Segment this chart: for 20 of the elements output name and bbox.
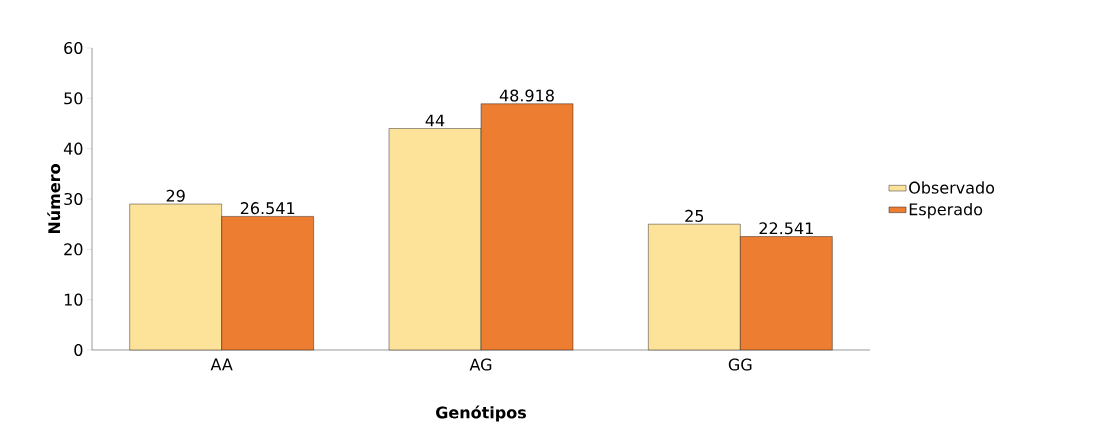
y-tick-label: 50 <box>64 92 83 105</box>
x-tick-label: AG <box>469 358 492 371</box>
x-tick-label: GG <box>728 358 752 371</box>
y-tick-label: 0 <box>74 343 83 357</box>
data-label: 48.918 <box>499 89 554 102</box>
data-label: 29 <box>166 189 185 202</box>
y-tick-label: 10 <box>64 293 83 306</box>
y-tick-label: 20 <box>64 243 83 256</box>
y-tick-label: 40 <box>63 142 83 155</box>
data-label: 44 <box>425 114 445 127</box>
y-tick-label: 30 <box>64 192 83 206</box>
legend-label: Observado <box>909 181 995 194</box>
data-label: 25 <box>685 209 704 222</box>
x-axis-title: Genótipos <box>436 405 526 422</box>
data-label: 26.541 <box>240 202 295 215</box>
x-tick-label: AA <box>210 358 233 371</box>
legend-label: Esperado <box>909 202 983 219</box>
data-label: 22.541 <box>759 222 813 235</box>
y-tick-label: 60 <box>64 41 83 55</box>
y-axis-title: Número <box>47 164 61 234</box>
